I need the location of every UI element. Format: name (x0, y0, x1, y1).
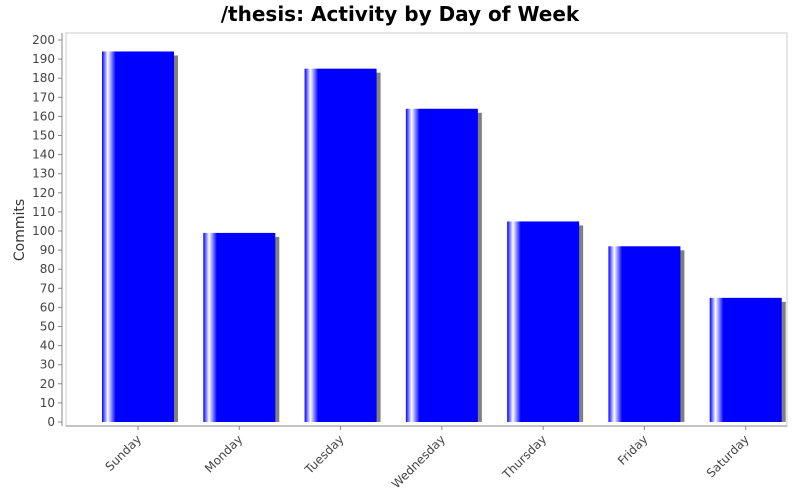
bar (507, 221, 580, 422)
bar (709, 297, 782, 422)
y-tick-label: 40 (40, 339, 55, 353)
y-tick-label: 50 (40, 320, 55, 334)
x-tick-label: Friday (615, 432, 651, 468)
plot-area: 0 10 20 30 40 50 60 70 80 90 100 110 120 130 140 150 160… (32, 32, 788, 491)
bar (304, 68, 377, 423)
y-tick-label: 20 (40, 377, 55, 391)
y-tick-label: 200 (32, 33, 55, 47)
x-tick-label: Saturday (704, 432, 752, 480)
y-tick-label: 170 (32, 90, 55, 104)
x-tick-label: Tuesday (302, 432, 347, 477)
y-tick-label: 110 (32, 205, 55, 219)
y-tick-label: 90 (40, 243, 55, 257)
y-tick-label: 60 (40, 300, 55, 314)
y-tick-label: 100 (32, 224, 55, 238)
bar (102, 51, 174, 423)
y-axis-label: Commits (12, 199, 28, 261)
y-tick-label: 140 (32, 148, 55, 162)
bar (203, 232, 276, 422)
x-tick-label: Monday (202, 432, 245, 475)
y-tick-label: 120 (32, 186, 55, 200)
x-tick-label: Sunday (102, 432, 144, 474)
y-tick-label: 180 (32, 71, 55, 85)
y-tick-label: 190 (32, 52, 55, 66)
y-tick-label: 160 (32, 109, 55, 123)
y-tick-label: 150 (32, 129, 55, 143)
y-tick-label: 70 (40, 281, 55, 295)
x-tick-label: Wednesday (389, 432, 448, 491)
y-tick-label: 0 (47, 415, 55, 429)
bar (608, 246, 681, 422)
bar (405, 108, 478, 422)
chart-title: /thesis: Activity by Day of Week (221, 2, 580, 26)
y-tick-label: 130 (32, 167, 55, 181)
y-tick-label: 30 (40, 358, 55, 372)
y-tick-label: 10 (40, 396, 55, 410)
x-tick-label: Thursday (499, 432, 549, 482)
y-tick-label: 80 (40, 262, 55, 276)
